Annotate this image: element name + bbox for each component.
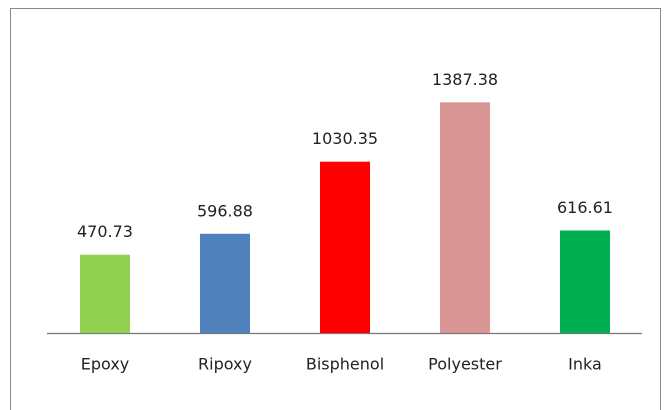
data-label: 1030.35 xyxy=(312,129,378,148)
x-tick-label: Bisphenol xyxy=(306,355,384,374)
bar xyxy=(440,102,490,333)
data-label: 470.73 xyxy=(77,222,133,241)
bar xyxy=(560,230,610,333)
bar xyxy=(200,233,250,333)
x-tick-label: Epoxy xyxy=(81,355,130,374)
chart-frame xyxy=(10,8,661,410)
bar xyxy=(80,254,130,333)
x-tick-label: Polyester xyxy=(428,355,502,374)
data-label: 616.61 xyxy=(557,198,613,217)
data-label: 1387.38 xyxy=(432,70,498,89)
bar xyxy=(320,161,370,333)
x-tick-label: Ripoxy xyxy=(198,355,252,374)
x-tick-label: Inka xyxy=(568,355,602,374)
data-label: 596.88 xyxy=(197,201,253,220)
